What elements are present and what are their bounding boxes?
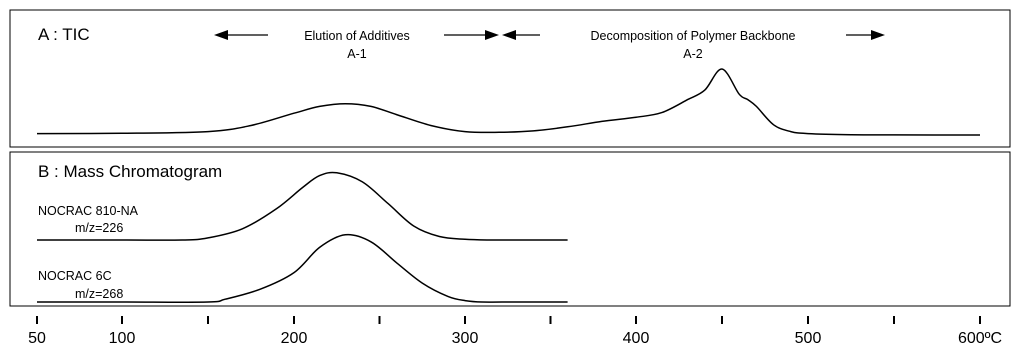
- region-arrows: [214, 30, 885, 40]
- x-tick-label-600: 600ºC: [958, 330, 1002, 347]
- trace-810na-line: [37, 171, 568, 241]
- x-tick-label-300: 300: [452, 330, 479, 347]
- trace-2-name: NOCRAC 6C: [38, 269, 112, 283]
- x-tick-label-100: 100: [109, 330, 136, 347]
- region-2-right-arrow-head: [871, 30, 885, 40]
- region-1-right-arrow-head: [485, 30, 499, 40]
- region-1-left-arrow-head: [214, 30, 228, 40]
- region-1-sublabel: A-1: [347, 47, 367, 61]
- x-axis: 50 100 200 300 400 500 600ºC: [28, 316, 1002, 347]
- trace-1-mz: m/z=226: [75, 221, 123, 235]
- trace-1-name: NOCRAC 810-NA: [38, 204, 139, 218]
- region-1-label: Elution of Additives: [304, 29, 410, 43]
- trace-2-mz: m/z=268: [75, 287, 123, 301]
- x-tick-label-500: 500: [795, 330, 822, 347]
- panel-a-title: A : TIC: [38, 25, 90, 44]
- panel-b-frame: [9, 151, 1011, 307]
- x-tick-label-50: 50: [28, 330, 46, 347]
- trace-6c-line: [37, 233, 568, 303]
- region-2-sublabel: A-2: [683, 47, 703, 61]
- tic-trace-line: [36, 68, 981, 136]
- region-2-left-arrow-head: [502, 30, 516, 40]
- panel-a-frame: [9, 9, 1011, 148]
- region-2-label: Decomposition of Polymer Backbone: [591, 29, 796, 43]
- x-tick-label-200: 200: [281, 330, 308, 347]
- panel-b-title: B : Mass Chromatogram: [38, 162, 222, 181]
- x-tick-label-400: 400: [623, 330, 650, 347]
